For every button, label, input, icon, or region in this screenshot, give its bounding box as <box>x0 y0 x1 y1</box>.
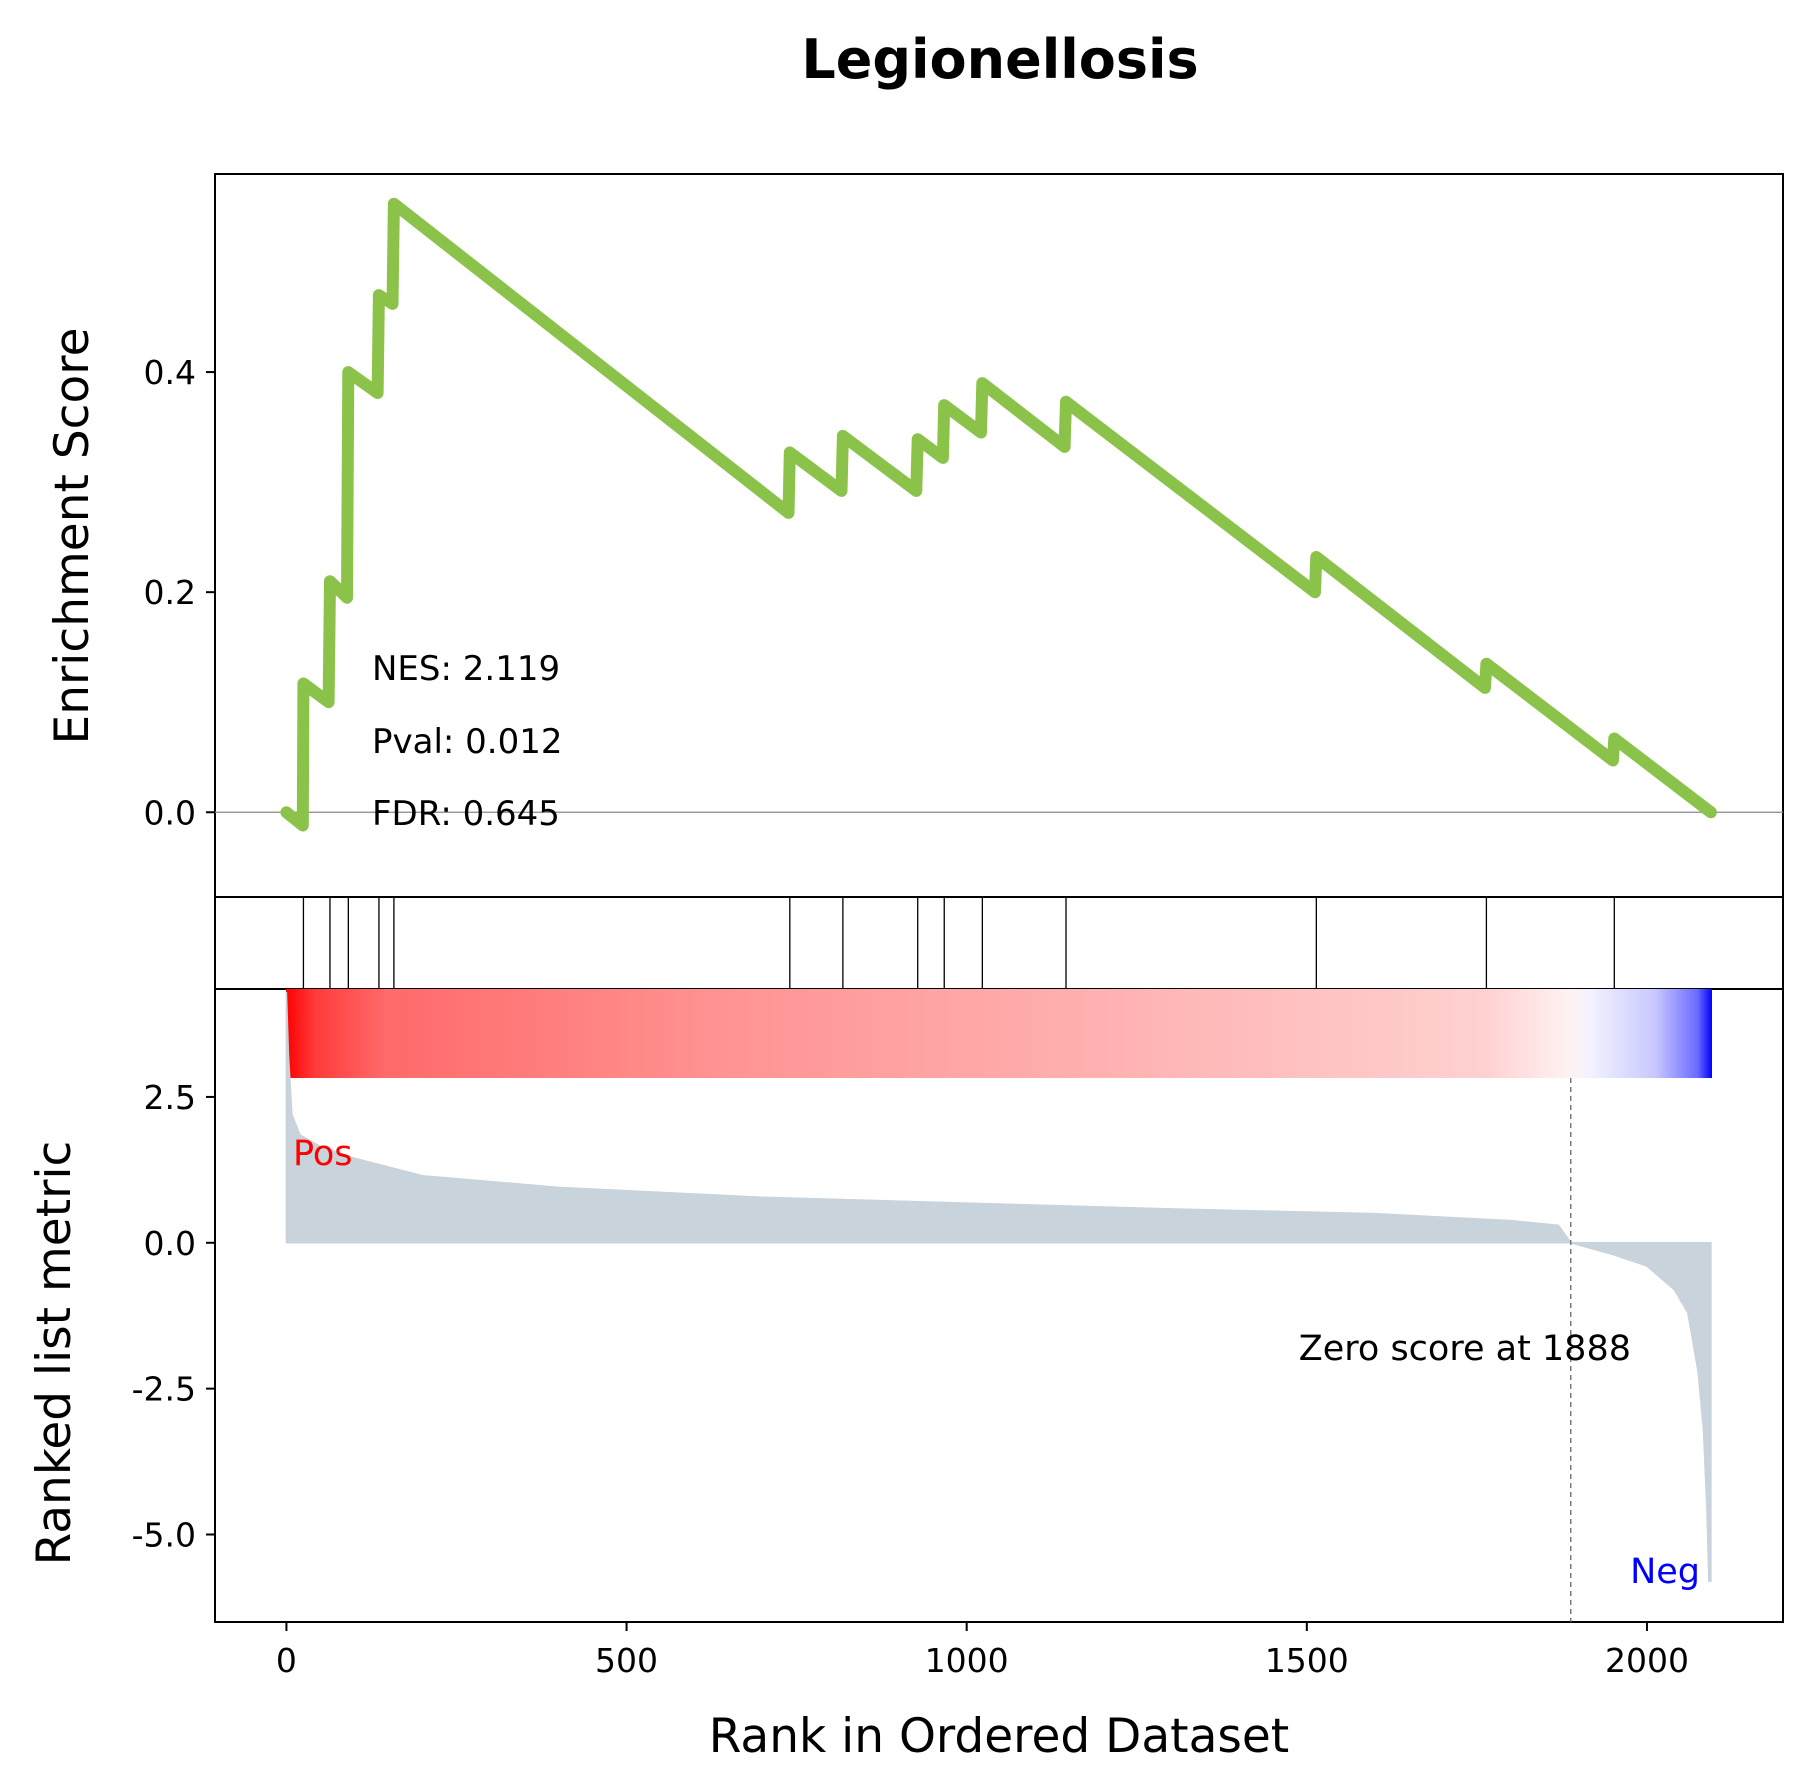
chart-title: Legionellosis <box>801 28 1198 91</box>
x-tick-label: 500 <box>595 1641 658 1680</box>
ranked-y-tick-label: 2.5 <box>144 1078 196 1117</box>
ranked-panel-frame <box>214 988 1784 1623</box>
ranked-y-axis-label: Ranked list metric <box>27 1141 82 1566</box>
rank-heatmap-bar <box>286 989 1712 1078</box>
pos-label: Pos <box>293 1134 353 1174</box>
x-axis-label: Rank in Ordered Dataset <box>709 1709 1289 1764</box>
ranked-y-ticks: 2.5 0.0 -2.5 -5.0 <box>132 1078 215 1554</box>
zero-score-label: Zero score at 1888 <box>1299 1329 1631 1369</box>
x-tick-label: 1500 <box>1265 1641 1349 1680</box>
es-panel-frame <box>214 173 1784 898</box>
es-y-tick-label: 0.2 <box>144 573 196 612</box>
ranked-y-tick-label: -2.5 <box>132 1370 196 1409</box>
es-y-tick-label: 0.4 <box>144 353 196 392</box>
enrichment-curve-line <box>280 197 1717 832</box>
ranked-y-tick-label: -5.0 <box>132 1515 196 1554</box>
fdr-label: FDR: 0.645 <box>372 794 560 834</box>
hits-panel-frame <box>214 896 1784 990</box>
x-ticks: 0 500 1000 1500 2000 <box>276 1622 1689 1680</box>
x-tick-label: 2000 <box>1605 1641 1689 1680</box>
enrichment-curve <box>280 197 1717 832</box>
nes-label: NES: 2.119 <box>372 649 560 689</box>
pval-label: Pval: 0.012 <box>372 722 563 762</box>
ranked-y-tick-label: 0.0 <box>144 1224 196 1263</box>
es-y-ticks: 0.0 0.2 0.4 <box>144 353 215 832</box>
x-tick-label: 0 <box>276 1641 297 1680</box>
ranked-metric-fill <box>285 991 1712 1582</box>
neg-label: Neg <box>1630 1552 1700 1592</box>
es-y-axis-label: Enrichment Score <box>45 328 100 745</box>
hit-lines <box>302 897 1615 989</box>
es-y-tick-label: 0.0 <box>144 793 196 832</box>
ranked-metric-area <box>285 991 1712 1582</box>
x-tick-label: 1000 <box>925 1641 1009 1680</box>
